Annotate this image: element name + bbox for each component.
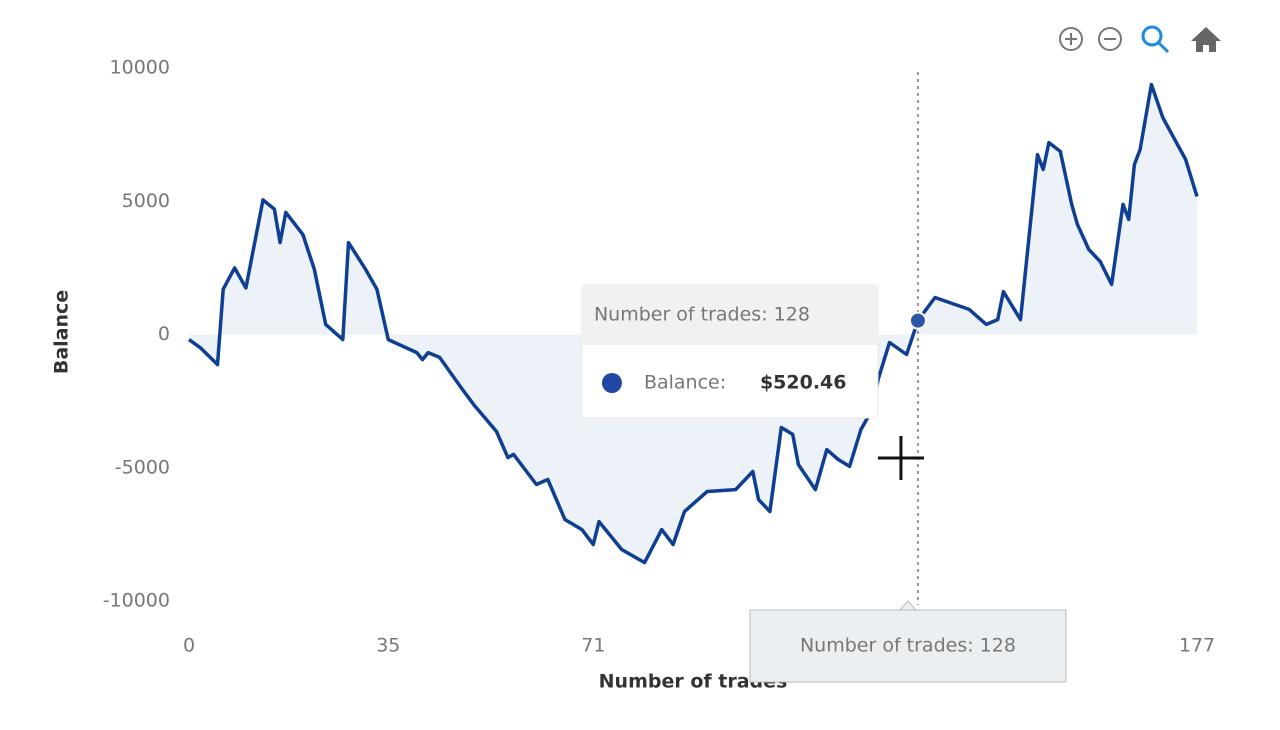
x-tick-label: 177 [1179,635,1215,657]
area-fill [189,84,1197,563]
x-tooltip-box [749,609,1067,683]
zoom-out-button[interactable] [1098,27,1122,51]
y-tick-label: 0 [158,323,170,345]
tooltip-title: Number of trades: 128 [594,304,810,326]
x-tick-label: 71 [581,635,605,657]
hover-marker [908,311,927,330]
y-tick-label: 5000 [122,190,170,212]
y-tick-label: -10000 [103,590,170,612]
x-tick-label: 35 [376,635,400,657]
x-axis-title: Number of trades [599,671,788,693]
tooltip-swatch [601,373,622,393]
y-tick-label: 10000 [110,57,170,79]
toolbar [1059,25,1221,54]
tooltip-label: Balance: [644,372,726,394]
reset-button[interactable] [1191,27,1221,52]
zoom-in-button[interactable] [1059,27,1083,51]
x-axis-tooltip: Number of trades: 128 [749,600,1067,683]
y-tick-label: -5000 [115,456,170,478]
x-tooltip-arrow [898,600,918,611]
cursor [877,436,924,480]
line [187,82,1199,565]
selection-zoom-button[interactable] [1141,25,1170,54]
y-axis-title: Balance [51,290,73,374]
tooltip-header [581,285,878,345]
x-tick-label: 0 [183,635,195,657]
tooltip: Number of trades: 128 Balance: $520.46 [581,284,879,419]
x-tooltip-text: Number of trades: 128 [800,635,1016,657]
tooltip-value: $520.46 [760,372,847,394]
